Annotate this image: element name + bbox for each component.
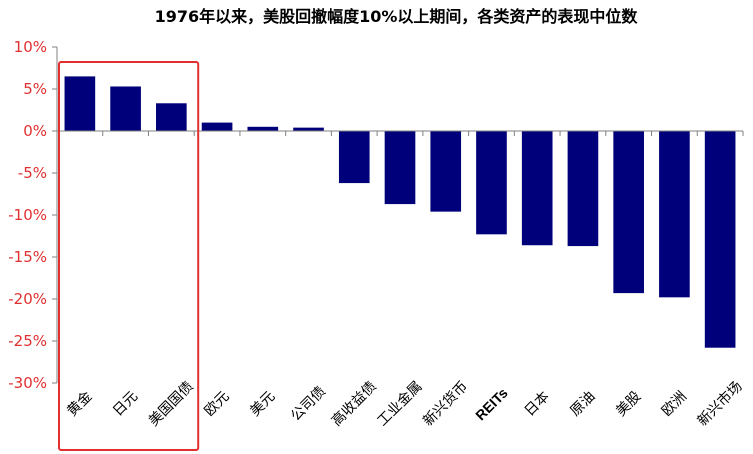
bars xyxy=(64,76,736,348)
y-tick-label: -10% xyxy=(8,206,47,224)
bar xyxy=(476,131,507,235)
x-tick-label: 高收益债 xyxy=(328,378,380,430)
y-tick-label: -25% xyxy=(8,332,47,350)
x-tick-label: 工业金属 xyxy=(375,379,426,430)
bar xyxy=(247,126,279,131)
bar xyxy=(521,131,553,246)
bar xyxy=(293,127,324,131)
bar xyxy=(704,131,736,348)
x-tick-label: 新兴货币 xyxy=(420,378,472,430)
y-tick-label: -20% xyxy=(8,290,47,308)
bar xyxy=(430,131,462,212)
y-axis: 10% 5% 0% -5% -10% -15% -20% -25% -30% xyxy=(8,38,58,392)
bar xyxy=(659,131,690,298)
highlight-rect xyxy=(58,61,200,451)
x-tick-label: REITs xyxy=(472,385,511,424)
highlight-box xyxy=(58,61,200,451)
x-tick-label: 新兴市场 xyxy=(694,378,746,430)
y-tick-label: 10% xyxy=(14,38,47,56)
x-tick-label: 美国国债 xyxy=(146,379,197,430)
bar xyxy=(64,76,96,131)
y-tick-label: 5% xyxy=(23,80,47,98)
y-tick-label: -5% xyxy=(18,164,47,182)
chart-title: 1976年以来，美股回撤幅度10%以上期间，各类资产的表现中位数 xyxy=(155,7,639,26)
y-tick-label: 0% xyxy=(23,122,47,140)
x-tick-label: 日本 xyxy=(522,388,553,419)
x-tick-label: 日元 xyxy=(110,388,141,419)
x-tick-label: 欧元 xyxy=(202,388,233,419)
x-tick-label: 欧洲 xyxy=(659,388,690,419)
x-tick-label: 原油 xyxy=(567,388,598,419)
y-tick-label: -30% xyxy=(8,374,47,392)
x-tick-label: 美股 xyxy=(613,388,644,419)
bar xyxy=(156,103,187,131)
bar xyxy=(567,131,599,247)
x-tick-label: 美元 xyxy=(247,388,278,419)
bar xyxy=(384,131,416,205)
bar xyxy=(338,131,370,184)
y-tick-label: -15% xyxy=(8,248,47,266)
bar xyxy=(201,122,233,131)
bar xyxy=(110,86,141,131)
bar xyxy=(613,131,644,294)
x-tick-label: 公司债 xyxy=(288,383,329,424)
x-tick-label: 黄金 xyxy=(64,388,96,420)
